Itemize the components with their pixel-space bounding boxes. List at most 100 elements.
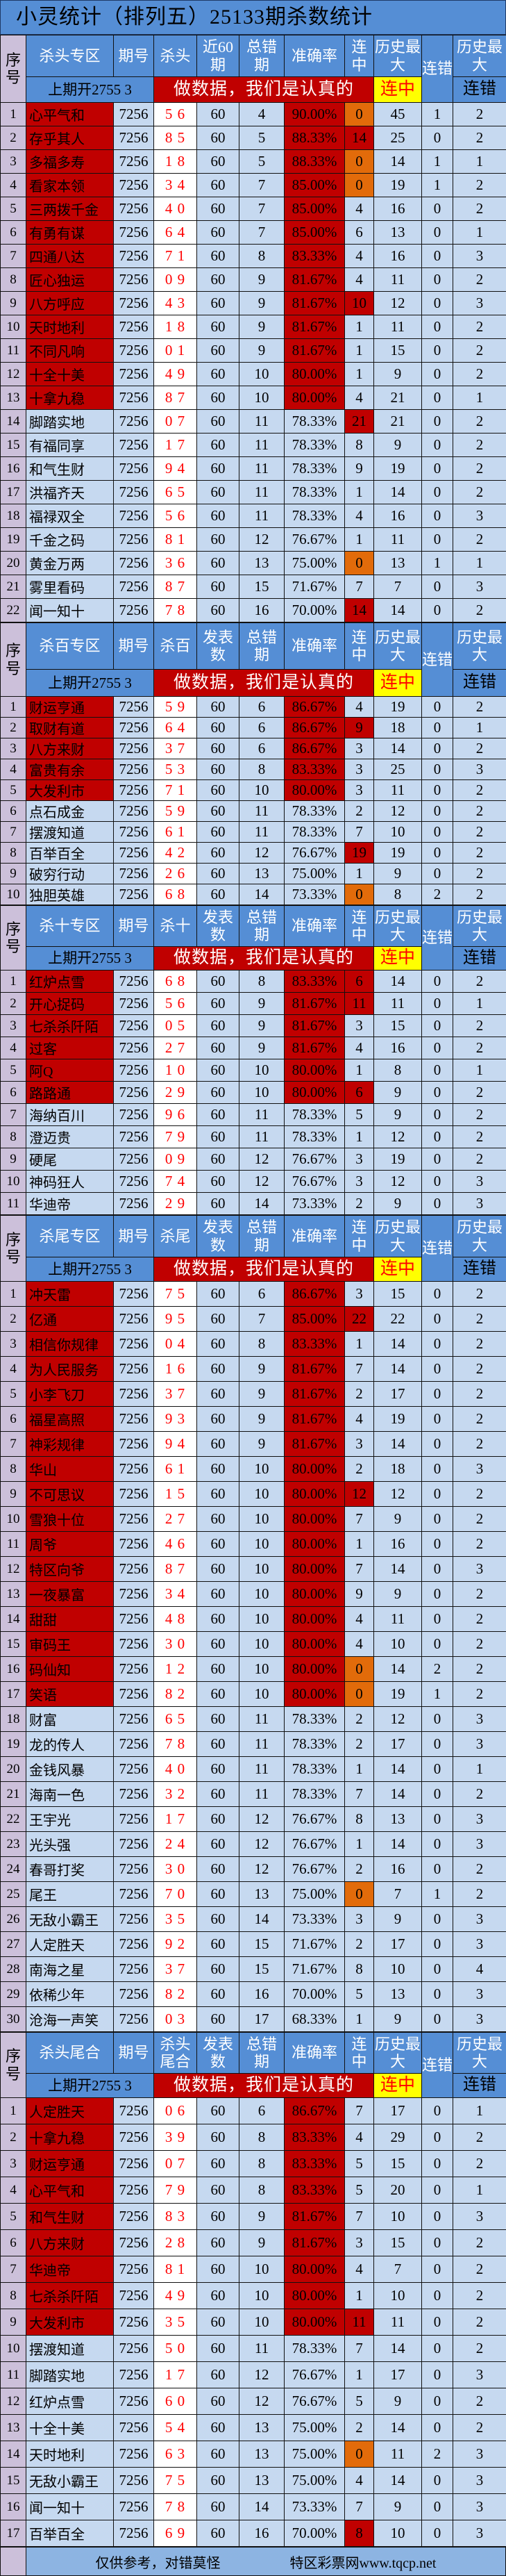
row-count: 60 bbox=[197, 2494, 239, 2520]
row-hist-max-miss: 2 bbox=[453, 1657, 506, 1682]
row-kill-digits: 1 7 bbox=[154, 434, 197, 457]
row-kill-digits: 4 3 bbox=[154, 292, 197, 315]
row-hist-max: 14 bbox=[374, 738, 422, 759]
row-kill-digits: 0 9 bbox=[154, 1148, 197, 1171]
row-streak-hit: 1 bbox=[345, 315, 374, 339]
streak-miss-label: 连错 bbox=[453, 2074, 506, 2098]
row-total-err: 9 bbox=[239, 315, 285, 339]
row-count: 60 bbox=[197, 386, 239, 410]
row-name: 雾里看码 bbox=[26, 575, 114, 599]
row-name: 大发利市 bbox=[26, 2309, 114, 2336]
row-issue: 7256 bbox=[114, 2520, 154, 2547]
row-streak-hit: 4 bbox=[345, 197, 374, 221]
row-streak-miss: 0 bbox=[422, 315, 453, 339]
header-streak-miss: 连错 bbox=[422, 623, 453, 697]
header-accuracy: 准确率 bbox=[285, 35, 345, 77]
row-issue: 7256 bbox=[114, 504, 154, 528]
header-issue: 期号 bbox=[114, 623, 154, 670]
row-kill-digits: 7 9 bbox=[154, 1126, 197, 1148]
row-count: 60 bbox=[197, 2336, 239, 2362]
row-seq: 12 bbox=[1, 2388, 26, 2415]
row-count: 60 bbox=[197, 528, 239, 552]
row-count: 60 bbox=[197, 801, 239, 822]
row-hist-max: 19 bbox=[374, 1682, 422, 1707]
row-accuracy: 80.00% bbox=[285, 1482, 345, 1507]
row-name: 特区向爷 bbox=[26, 1557, 114, 1582]
row-hist-max: 17 bbox=[374, 2098, 422, 2124]
header-count: 近60期 bbox=[197, 35, 239, 77]
row-kill-digits: 3 4 bbox=[154, 1582, 197, 1607]
row-streak-miss: 1 bbox=[422, 103, 453, 126]
row-kill-digits: 3 0 bbox=[154, 1632, 197, 1657]
row-hist-max: 18 bbox=[374, 1457, 422, 1482]
site-link[interactable]: 特区彩票网www.tqcp.net bbox=[290, 2552, 437, 2572]
row-kill-digits: 1 7 bbox=[154, 1807, 197, 1832]
row-seq: 8 bbox=[1, 268, 26, 292]
row-streak-hit: 7 bbox=[345, 2098, 374, 2124]
row-hist-max-miss: 1 bbox=[453, 552, 506, 575]
row-hist-max-miss: 2 bbox=[453, 1632, 506, 1657]
row-streak-miss: 0 bbox=[422, 504, 453, 528]
row-streak-hit: 3 bbox=[345, 1907, 374, 1932]
row-kill-digits: 9 6 bbox=[154, 1104, 197, 1126]
streak-hit-label: 连中 bbox=[374, 2074, 422, 2098]
row-hist-max-miss: 3 bbox=[453, 1907, 506, 1932]
row-accuracy: 83.33% bbox=[285, 971, 345, 993]
row-streak-miss: 2 bbox=[422, 1657, 453, 1682]
row-kill-digits: 7 5 bbox=[154, 2468, 197, 2494]
row-issue: 7256 bbox=[114, 1907, 154, 1932]
row-name: 有福同享 bbox=[26, 434, 114, 457]
row-issue: 7256 bbox=[114, 971, 154, 993]
row-hist-max-miss: 2 bbox=[453, 1882, 506, 1907]
row-count: 60 bbox=[197, 575, 239, 599]
row-total-err: 11 bbox=[239, 1782, 285, 1807]
row-streak-hit: 8 bbox=[345, 434, 374, 457]
row-count: 60 bbox=[197, 1707, 239, 1732]
row-total-err: 8 bbox=[239, 759, 285, 780]
row-streak-miss: 0 bbox=[422, 363, 453, 386]
row-total-err: 8 bbox=[239, 971, 285, 993]
row-kill-digits: 1 6 bbox=[154, 1357, 197, 1382]
row-accuracy: 81.67% bbox=[285, 2204, 345, 2230]
row-seq: 2 bbox=[1, 1307, 26, 1332]
row-kill-digits: 5 4 bbox=[154, 2415, 197, 2441]
row-accuracy: 86.67% bbox=[285, 718, 345, 738]
row-kill-digits: 0 9 bbox=[154, 268, 197, 292]
streak-miss-label: 连错 bbox=[453, 947, 506, 971]
header-streak-hit: 连中 bbox=[345, 2033, 374, 2074]
row-accuracy: 83.33% bbox=[285, 1332, 345, 1357]
row-kill-digits: 9 3 bbox=[154, 1407, 197, 1432]
row-count: 60 bbox=[197, 1104, 239, 1126]
row-hist-max-miss: 2 bbox=[453, 1357, 506, 1382]
row-streak-miss: 0 bbox=[422, 1607, 453, 1632]
row-streak-miss: 0 bbox=[422, 1907, 453, 1932]
row-issue: 7256 bbox=[114, 1532, 154, 1557]
row-hist-max: 12 bbox=[374, 1482, 422, 1507]
header-streak-hit: 连中 bbox=[345, 906, 374, 947]
row-seq: 28 bbox=[1, 1957, 26, 1982]
row-streak-miss: 0 bbox=[422, 410, 453, 434]
row-count: 60 bbox=[197, 864, 239, 884]
row-accuracy: 80.00% bbox=[285, 386, 345, 410]
row-total-err: 11 bbox=[239, 410, 285, 434]
row-seq: 15 bbox=[1, 434, 26, 457]
row-count: 60 bbox=[197, 1126, 239, 1148]
row-issue: 7256 bbox=[114, 2151, 154, 2177]
row-issue: 7256 bbox=[114, 1082, 154, 1104]
row-count: 60 bbox=[197, 822, 239, 843]
row-hist-max-miss: 2 bbox=[453, 2415, 506, 2441]
row-kill-digits: 1 8 bbox=[154, 315, 197, 339]
row-hist-max-miss: 2 bbox=[453, 1782, 506, 1807]
header-zone: 杀头专区 bbox=[26, 35, 114, 77]
row-hist-max: 14 bbox=[374, 2468, 422, 2494]
row-hist-max: 9 bbox=[374, 1582, 422, 1607]
row-hist-max-miss: 2 bbox=[453, 315, 506, 339]
row-seq: 15 bbox=[1, 1632, 26, 1657]
row-accuracy: 75.00% bbox=[285, 2415, 345, 2441]
